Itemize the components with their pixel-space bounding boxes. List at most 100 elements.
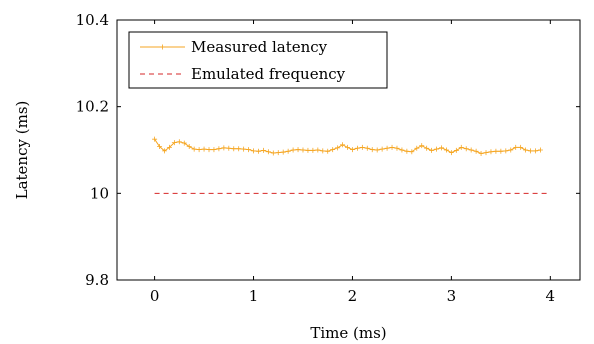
data-point-marker <box>196 147 202 153</box>
data-point-marker <box>503 148 509 154</box>
data-point-marker <box>152 136 158 142</box>
data-point-marker <box>463 146 469 152</box>
data-point-marker <box>537 147 543 153</box>
data-point-marker <box>171 140 177 146</box>
data-point-marker <box>191 146 197 152</box>
data-point-marker <box>320 148 326 154</box>
x-tick-label: 4 <box>546 287 556 305</box>
y-axis-label: Latency (ms) <box>13 101 31 200</box>
x-axis-label: Time (ms) <box>310 324 386 342</box>
data-point-marker <box>528 148 534 154</box>
y-tick-label: 10 <box>90 184 109 202</box>
x-tick-label: 2 <box>348 287 358 305</box>
data-point-marker <box>443 147 449 153</box>
data-point-marker <box>399 147 405 153</box>
x-tick-label: 0 <box>150 287 160 305</box>
tick-layer <box>117 19 580 281</box>
data-point-marker <box>251 148 257 154</box>
data-point-marker <box>186 144 192 150</box>
legend-swatch-marker <box>160 44 165 50</box>
data-point-marker <box>523 147 529 153</box>
data-point-marker <box>241 146 247 152</box>
data-point-marker <box>211 147 217 153</box>
data-point-marker <box>201 146 207 152</box>
legend: Measured latency Emulated frequency <box>128 31 388 89</box>
data-point-marker <box>448 150 454 156</box>
data-point-marker <box>458 144 464 150</box>
data-point-marker <box>478 150 484 156</box>
data-point-marker <box>325 148 331 154</box>
data-point-marker <box>513 144 519 150</box>
data-point-marker <box>335 145 341 151</box>
data-point-marker <box>295 147 301 153</box>
data-point-marker <box>305 147 311 153</box>
data-point-marker <box>157 144 163 150</box>
data-point-marker <box>290 147 296 153</box>
data-point-marker <box>221 145 227 151</box>
data-point-marker <box>384 145 390 151</box>
data-point-marker <box>349 147 355 153</box>
data-point-marker <box>330 147 336 153</box>
data-point-marker <box>354 145 360 151</box>
data-point-marker <box>532 148 538 154</box>
data-point-marker <box>300 147 306 153</box>
data-point-marker <box>181 140 187 146</box>
legend-box <box>128 31 388 89</box>
legend-entries: Measured latency Emulated frequency <box>140 38 346 83</box>
tick-label-layer: 0 1 2 3 4 9.8 10 10.2 10.4 <box>76 11 556 305</box>
data-point-marker <box>231 146 237 152</box>
data-point-marker <box>270 150 276 156</box>
plot-area-frame <box>116 19 581 281</box>
legend-label: Measured latency <box>191 38 328 56</box>
data-point-marker <box>226 145 232 151</box>
y-tick-label: 9.8 <box>85 271 109 289</box>
data-point-marker <box>166 144 172 150</box>
data-point-marker <box>453 147 459 153</box>
data-point-marker <box>236 146 242 152</box>
data-point-marker <box>518 144 524 150</box>
y-tick-label: 10.4 <box>76 11 109 29</box>
data-point-marker <box>488 149 494 155</box>
data-point-marker <box>260 147 266 153</box>
data-point-marker <box>438 145 444 151</box>
x-tick-label: 1 <box>249 287 259 305</box>
data-point-marker <box>508 147 514 153</box>
data-point-marker <box>369 147 375 153</box>
series-layer <box>152 136 551 194</box>
data-point-marker <box>216 146 222 152</box>
data-point-marker <box>364 145 370 151</box>
data-point-marker <box>315 147 321 153</box>
data-point-marker <box>379 146 385 152</box>
data-point-marker <box>394 145 400 151</box>
data-point-marker <box>374 147 380 153</box>
data-point-marker <box>176 139 182 145</box>
data-point-marker <box>345 144 351 150</box>
data-point-marker <box>483 150 489 156</box>
data-point-marker <box>389 144 395 150</box>
data-point-marker <box>206 147 212 153</box>
data-point-marker <box>280 149 286 155</box>
data-point-marker <box>468 147 474 153</box>
data-point-marker <box>424 145 430 151</box>
data-point-marker <box>493 148 499 154</box>
data-point-marker <box>340 142 346 148</box>
data-point-marker <box>498 148 504 154</box>
data-point-marker <box>419 143 425 149</box>
data-point-marker <box>473 148 479 154</box>
data-point-marker <box>285 148 291 154</box>
data-point-marker <box>409 149 415 155</box>
data-point-marker <box>434 146 440 152</box>
data-point-marker <box>246 147 252 153</box>
data-point-marker <box>265 149 271 155</box>
data-point-marker <box>310 147 316 153</box>
data-point-marker <box>359 144 365 150</box>
x-tick-label: 3 <box>447 287 457 305</box>
data-point-marker <box>275 150 281 156</box>
data-point-marker <box>161 148 167 154</box>
legend-label: Emulated frequency <box>191 65 346 83</box>
data-point-marker <box>255 148 261 154</box>
y-tick-label: 10.2 <box>76 98 109 116</box>
data-point-marker <box>429 147 435 153</box>
